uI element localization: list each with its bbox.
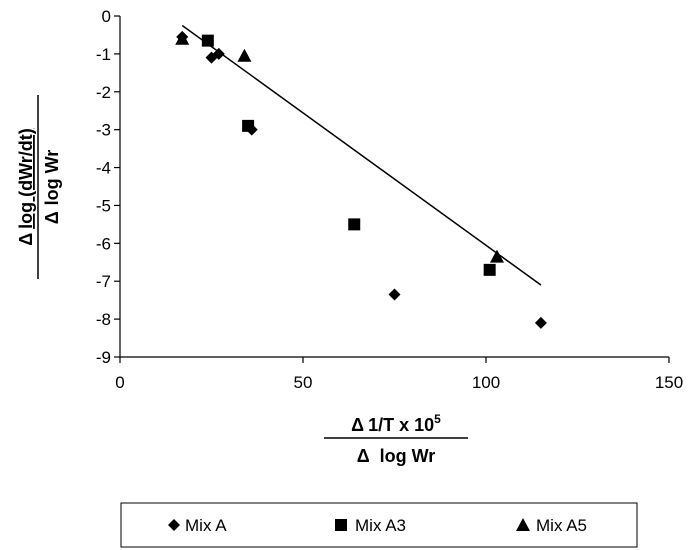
point-mix-a bbox=[212, 47, 225, 60]
point-mix-a3 bbox=[483, 263, 496, 276]
trendline-layer bbox=[181, 24, 542, 286]
legend-item-mix-a3: Mix A3 bbox=[335, 516, 406, 535]
legend-label-mix-a: Mix A bbox=[185, 516, 227, 535]
legend-label-mix-a3: Mix A3 bbox=[355, 516, 406, 535]
x-denominator-delta: Δ bbox=[357, 446, 370, 466]
point-mix-a3 bbox=[201, 34, 214, 47]
legend-item-mix-a: Mix A bbox=[168, 516, 227, 535]
x-denominator-text: log Wr bbox=[380, 446, 436, 466]
y-axis-title-denominator: Δlog Wr bbox=[42, 150, 62, 225]
point-mix-a3 bbox=[242, 119, 255, 132]
y-numerator-delta: Δ bbox=[16, 233, 36, 246]
y-tick-labels: 0 -1 -2 -3 -4 -5 -6 -7 -8 -9 bbox=[96, 7, 111, 367]
x-tick-label: 50 bbox=[294, 373, 313, 392]
x-tick-labels: 0 50 100 150 bbox=[115, 373, 683, 392]
point-mix-a bbox=[388, 288, 401, 301]
legend: Mix A Mix A3 Mix A5 bbox=[120, 502, 638, 548]
y-tick-label: -7 bbox=[96, 272, 111, 291]
diamond-marker-icon bbox=[168, 519, 180, 531]
trendline bbox=[181, 24, 542, 286]
point-mix-a5 bbox=[237, 48, 252, 62]
legend-box bbox=[120, 502, 638, 548]
y-axis-title-numerator: Δlog (dWr/dt) bbox=[16, 128, 36, 246]
triangle-marker-icon bbox=[516, 518, 530, 531]
x-tick-label: 150 bbox=[655, 373, 683, 392]
y-tick-label: -4 bbox=[96, 159, 111, 178]
legend-item-mix-a5: Mix A5 bbox=[516, 516, 587, 535]
y-tick-label: -8 bbox=[96, 310, 111, 329]
y-tick-label: -6 bbox=[96, 234, 111, 253]
y-tick-label: -2 bbox=[96, 83, 111, 102]
y-axis-title: Δlog (dWr/dt) Δlog Wr bbox=[16, 95, 62, 279]
y-tick-label: 0 bbox=[102, 7, 111, 26]
y-tick-label: -9 bbox=[96, 348, 111, 367]
y-denominator-delta: Δ bbox=[42, 211, 62, 224]
x-tick-label: 0 bbox=[115, 373, 124, 392]
x-numerator-superscript: 5 bbox=[434, 412, 441, 426]
y-tick-label: -5 bbox=[96, 196, 111, 215]
x-tick-label: 100 bbox=[472, 373, 500, 392]
y-denominator-text: log Wr bbox=[42, 150, 62, 206]
y-numerator-text: log (dWr/dt) bbox=[16, 128, 36, 229]
y-tick-label: -3 bbox=[96, 121, 111, 140]
axes bbox=[114, 15, 670, 363]
y-tick-label: -1 bbox=[96, 45, 111, 64]
point-mix-a3 bbox=[348, 218, 361, 231]
square-marker-icon bbox=[335, 519, 347, 531]
point-mix-a5 bbox=[175, 31, 190, 45]
x-axis-title-numerator: Δ 1/T x 105 bbox=[351, 412, 441, 435]
x-numerator-delta: Δ bbox=[351, 415, 364, 435]
point-mix-a bbox=[534, 316, 547, 329]
x-numerator-text: 1/T x 10 bbox=[368, 415, 434, 435]
legend-label-mix-a5: Mix A5 bbox=[536, 516, 587, 535]
point-mix-a5 bbox=[489, 249, 504, 263]
data-points bbox=[175, 30, 547, 329]
